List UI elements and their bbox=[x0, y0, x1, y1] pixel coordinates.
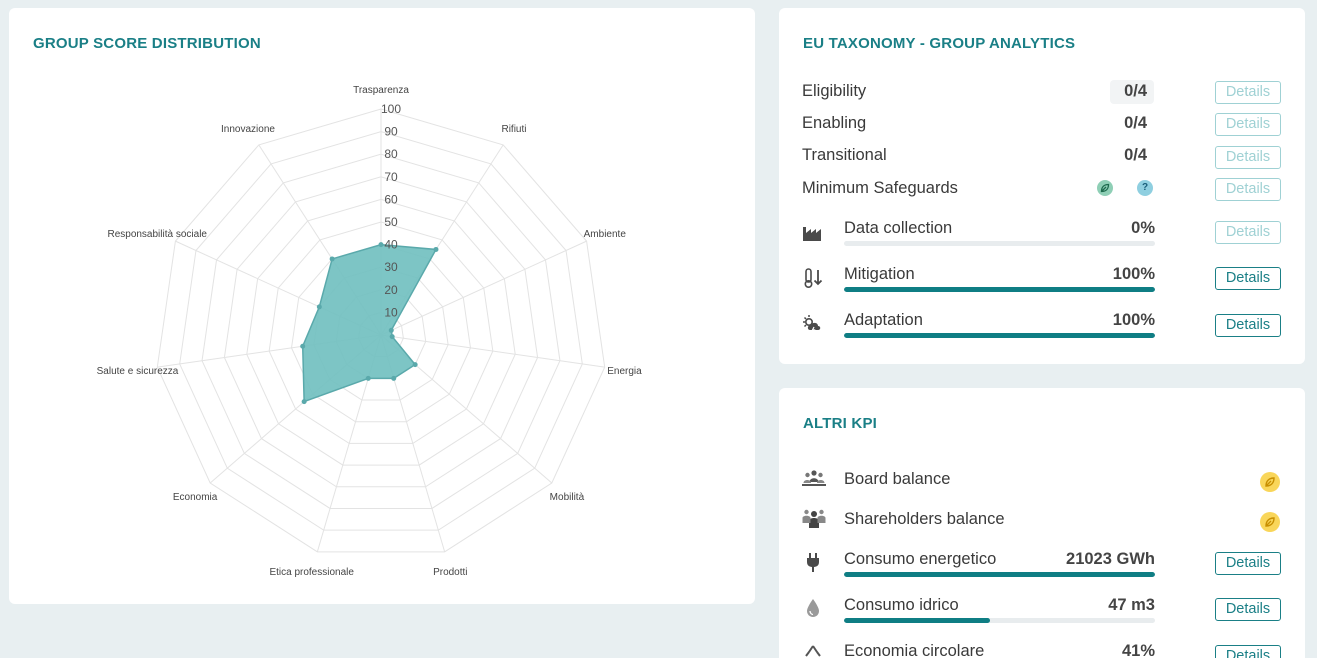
radar-tick-label: 40 bbox=[384, 238, 398, 252]
altri-kpi-card: ALTRI KPI Board balance Shareholders bal… bbox=[779, 388, 1305, 658]
radar-tick-label: 90 bbox=[384, 125, 398, 139]
minimum-safeguards-details-button[interactable]: Details bbox=[1215, 178, 1281, 201]
board-balance-label: Board balance bbox=[844, 470, 951, 488]
storm-icon bbox=[801, 312, 825, 336]
radar-tick-label: 10 bbox=[384, 305, 398, 319]
radar-grid-ring bbox=[291, 244, 471, 423]
help-icon[interactable]: ? bbox=[1137, 180, 1153, 196]
eligibility-value: 0/4 bbox=[1124, 82, 1147, 100]
radar-category-label: Mobilità bbox=[550, 492, 585, 503]
data-collection-details-button[interactable]: Details bbox=[1215, 221, 1281, 244]
mitigation-label: Mitigation bbox=[844, 265, 915, 283]
eligibility-value-pill bbox=[1110, 80, 1154, 104]
data-collection-progress bbox=[844, 241, 1155, 246]
radar-category-label: Ambiente bbox=[584, 229, 627, 240]
enabling-value: 0/4 bbox=[1124, 114, 1147, 132]
radar-tick-label: 70 bbox=[384, 170, 398, 184]
adaptation-label: Adaptation bbox=[844, 311, 923, 329]
radar-category-label: Innovazione bbox=[221, 124, 275, 135]
economia-circolare-label: Economia circolare bbox=[844, 642, 985, 658]
transitional-label: Transitional bbox=[802, 146, 887, 164]
radar-spoke bbox=[380, 240, 587, 336]
altri-kpi-title: ALTRI KPI bbox=[803, 415, 878, 432]
radar-point[interactable] bbox=[365, 375, 371, 381]
radar-point[interactable] bbox=[301, 399, 307, 405]
radar-point[interactable] bbox=[388, 327, 394, 333]
radar-grid-ring bbox=[268, 221, 494, 444]
shareholders-balance-label: Shareholders balance bbox=[844, 510, 1005, 528]
radar-point[interactable] bbox=[316, 304, 322, 310]
shareholders-icon bbox=[801, 507, 827, 531]
water-drop-icon bbox=[801, 596, 825, 620]
radar-point[interactable] bbox=[391, 375, 397, 381]
eligibility-label: Eligibility bbox=[802, 82, 867, 100]
radar-tick-label: 80 bbox=[384, 147, 398, 161]
consumo-idrico-value: 47 m3 bbox=[1108, 596, 1155, 614]
radar-point[interactable] bbox=[329, 256, 335, 262]
factory-icon bbox=[801, 220, 825, 244]
board-balance-leaf-icon[interactable] bbox=[1260, 472, 1280, 492]
adaptation-progress bbox=[844, 333, 1155, 338]
eu-taxonomy-title: EU TAXONOMY - GROUP ANALYTICS bbox=[803, 35, 1076, 52]
radar-point[interactable] bbox=[433, 246, 439, 252]
radar-category-label: Energia bbox=[607, 366, 642, 377]
radar-tick-label: 50 bbox=[384, 215, 398, 229]
leaf-icon[interactable] bbox=[1097, 180, 1113, 196]
mitigation-value: 100% bbox=[1112, 265, 1155, 283]
radar-category-label: Economia bbox=[173, 492, 218, 503]
enabling-details-button[interactable]: Details bbox=[1215, 113, 1281, 136]
radar-series-area bbox=[301, 243, 438, 403]
radar-tick-label: 100 bbox=[381, 102, 401, 116]
data-collection-label: Data collection bbox=[844, 219, 953, 237]
mitigation-progress bbox=[844, 287, 1155, 292]
consumo-idrico-label: Consumo idrico bbox=[844, 596, 959, 614]
score-distribution-card: GROUP SCORE DISTRIBUTION 10 20 30 40 50 60 70 8… bbox=[9, 8, 755, 604]
economia-circolare-value: 41% bbox=[1121, 642, 1155, 658]
radar-chart: 10 20 30 40 50 60 70 80 90 100 Trasparenza Rifiuti A… bbox=[97, 85, 643, 578]
radar-spoke bbox=[380, 334, 605, 368]
transitional-value: 0/4 bbox=[1124, 146, 1147, 164]
minimum-safeguards-label: Minimum Safeguards bbox=[802, 179, 958, 197]
consumo-energetico-label: Consumo energetico bbox=[844, 550, 997, 568]
eu-taxonomy-card: EU TAXONOMY - GROUP ANALYTICS Eligibilit… bbox=[779, 8, 1305, 364]
economia-circolare-details-button[interactable]: Details bbox=[1215, 645, 1281, 658]
shareholders-balance-leaf-icon[interactable] bbox=[1260, 512, 1280, 532]
radar-point[interactable] bbox=[389, 334, 395, 340]
radar-category-label: Rifiuti bbox=[501, 124, 526, 135]
consumo-energetico-value: 21023 GWh bbox=[1066, 550, 1155, 568]
transitional-details-button[interactable]: Details bbox=[1215, 146, 1281, 169]
consumo-idrico-details-button[interactable]: Details bbox=[1215, 598, 1281, 621]
radar-grid-ring bbox=[223, 176, 539, 488]
consumo-idrico-progress bbox=[844, 618, 1155, 623]
radar-point[interactable] bbox=[300, 343, 306, 349]
adaptation-value: 100% bbox=[1112, 311, 1155, 329]
enabling-label: Enabling bbox=[802, 114, 867, 132]
adaptation-details-button[interactable]: Details bbox=[1215, 314, 1281, 337]
radar-category-label: Responsabilità sociale bbox=[107, 229, 207, 240]
plug-icon bbox=[801, 550, 825, 574]
consumo-energetico-details-button[interactable]: Details bbox=[1215, 552, 1281, 575]
radar-grid-ring bbox=[179, 131, 583, 531]
radar-category-label: Trasparenza bbox=[353, 85, 409, 96]
score-distribution-title: GROUP SCORE DISTRIBUTION bbox=[33, 35, 261, 52]
board-icon bbox=[801, 467, 827, 491]
radar-point[interactable] bbox=[378, 242, 384, 248]
eligibility-details-button[interactable]: Details bbox=[1215, 81, 1281, 104]
recycle-icon bbox=[801, 642, 825, 658]
radar-category-label: Prodotti bbox=[433, 567, 467, 578]
radar-tick-label: 60 bbox=[384, 192, 398, 206]
radar-grid-ring bbox=[156, 108, 606, 553]
consumo-energetico-progress bbox=[844, 572, 1155, 577]
radar-tick-label: 30 bbox=[384, 260, 398, 274]
radar-point[interactable] bbox=[412, 362, 418, 368]
radar-grid-ring bbox=[201, 153, 561, 509]
data-collection-value: 0% bbox=[1131, 219, 1155, 237]
radar-tick-label: 20 bbox=[384, 283, 398, 297]
radar-category-label: Salute e sicurezza bbox=[97, 366, 179, 377]
radar-grid-ring bbox=[246, 198, 516, 466]
thermometer-icon bbox=[801, 266, 825, 290]
radar-category-label: Etica professionale bbox=[269, 567, 354, 578]
mitigation-details-button[interactable]: Details bbox=[1215, 267, 1281, 290]
